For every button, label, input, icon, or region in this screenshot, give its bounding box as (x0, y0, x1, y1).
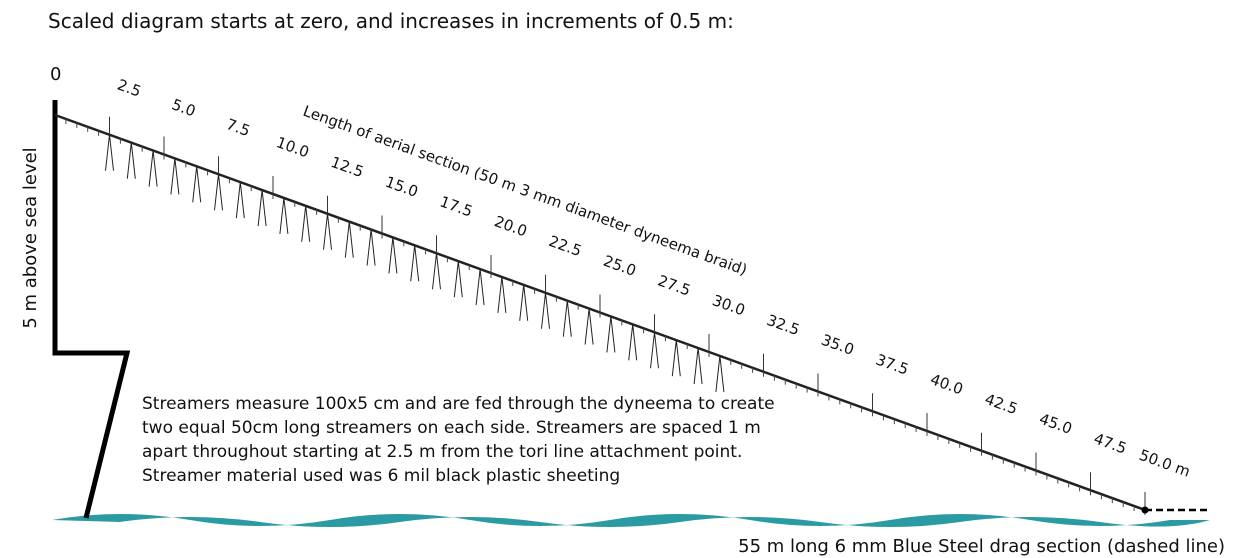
streamer (497, 276, 507, 314)
streamer (148, 150, 158, 187)
streamer (323, 213, 332, 250)
rope-group: 2.5 5.0 7.5 10.0 12.5 15.0 17.5 20.0 22.5 25.0 27.… (54, 76, 1193, 515)
zero-label: 0 (50, 64, 61, 85)
streamer (388, 237, 398, 274)
distance-label: 50.0 m (1137, 446, 1193, 481)
distance-label: 22.5 (546, 232, 584, 260)
distance-label: 42.5 (982, 390, 1020, 418)
streamer (192, 166, 202, 203)
caption: 55 m long 6 mm Blue Steel drag section (… (738, 536, 1225, 557)
streamer (214, 174, 223, 211)
height-label: 5 m above sea level (20, 147, 41, 328)
distance-label: 35.0 (819, 331, 857, 359)
distance-label: 37.5 (873, 350, 911, 378)
note-line: two equal 50cm long streamers on each si… (142, 418, 761, 438)
distance-label: 10.0 (274, 133, 312, 161)
streamer (453, 261, 463, 298)
distance-label: 25.0 (601, 252, 639, 280)
streamer (235, 182, 245, 219)
streamer (432, 253, 441, 290)
note: Streamers measure 100x5 cm and are fed t… (142, 394, 775, 486)
streamer (562, 300, 572, 337)
note-line: Streamer material used was 6 mil black p… (142, 466, 620, 486)
streamer (650, 332, 659, 369)
streamer (519, 284, 529, 321)
streamer (301, 205, 311, 242)
streamer (126, 142, 136, 179)
distance-label: 2.5 (115, 76, 144, 101)
distance-label: 27.5 (655, 271, 693, 299)
streamer (606, 316, 616, 353)
streamer (344, 221, 354, 258)
streamer (410, 245, 420, 282)
vessel-outline (52, 100, 131, 519)
distance-label: 30.0 (710, 291, 748, 319)
distance-label: 47.5 (1091, 429, 1129, 457)
distance-label: 20.0 (492, 212, 530, 240)
streamer (584, 308, 594, 345)
end-point (1141, 506, 1149, 514)
streamer (541, 292, 550, 329)
distance-label: 12.5 (328, 153, 366, 181)
title: Scaled diagram starts at zero, and incre… (48, 9, 734, 33)
streamer (671, 340, 681, 377)
distance-label: 7.5 (224, 115, 253, 140)
streamer (475, 268, 485, 306)
streamer (715, 355, 725, 393)
distance-label: 40.0 (928, 370, 966, 398)
distance-label: 5.0 (169, 95, 198, 120)
water (52, 514, 1210, 527)
streamer (279, 197, 289, 235)
note-line: apart throughout starting at 2.5 m from … (142, 442, 742, 462)
streamer (366, 229, 376, 266)
distance-label: 17.5 (437, 192, 475, 220)
distance-label: 45.0 (1037, 410, 1075, 438)
note-line: Streamers measure 100x5 cm and are fed t… (142, 394, 775, 414)
streamer (693, 347, 703, 385)
distance-label: 15.0 (383, 173, 421, 201)
distance-label: 32.5 (764, 311, 802, 339)
line-label: Length of aerial section (50 m 3 mm diam… (301, 102, 750, 279)
streamer (170, 158, 180, 195)
streamer (105, 134, 114, 171)
streamer (628, 324, 638, 361)
streamer (257, 189, 267, 227)
